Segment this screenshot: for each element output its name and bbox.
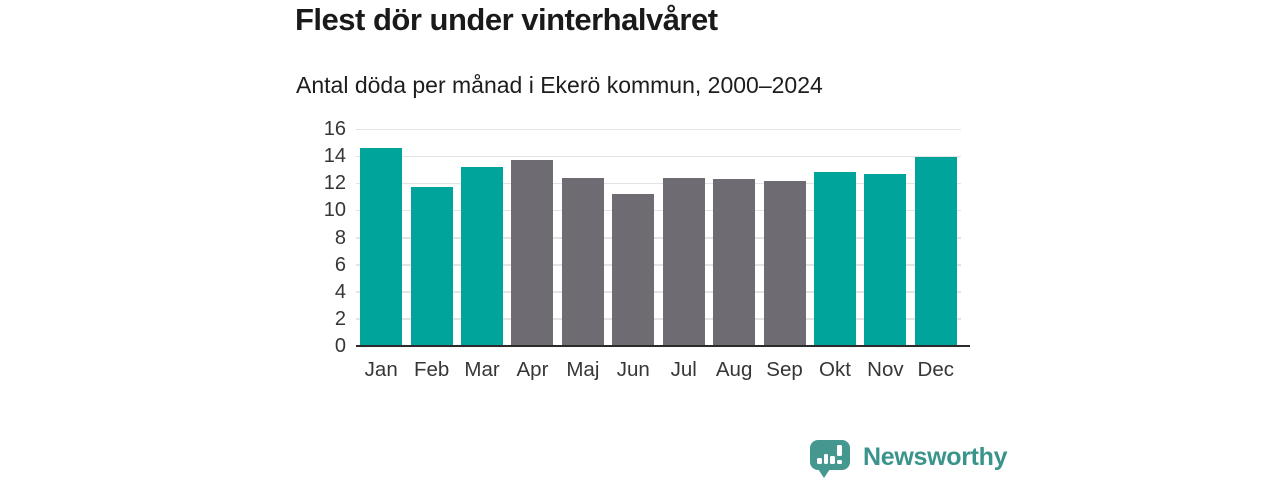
grid-line bbox=[356, 318, 961, 320]
x-tick-label: Maj bbox=[566, 358, 600, 381]
y-tick-label: 14 bbox=[323, 145, 346, 168]
bar-jul bbox=[662, 177, 705, 346]
grid-line bbox=[356, 237, 961, 239]
x-tick-label: Jul bbox=[670, 358, 697, 381]
bar-jun bbox=[612, 194, 655, 346]
speech-bubble-tail bbox=[818, 469, 830, 478]
grid-line bbox=[356, 182, 961, 185]
x-tick-label: Mar bbox=[464, 358, 500, 381]
bar-aug bbox=[713, 179, 756, 346]
logo-bar-1 bbox=[817, 457, 822, 464]
y-tick-label: 2 bbox=[334, 307, 346, 330]
x-tick-label: Okt bbox=[819, 358, 851, 381]
x-axis: Jan Feb Mar Apr Maj Jun Jul Aug Sep Okt Nov Dec bbox=[356, 358, 961, 388]
y-tick-label: 6 bbox=[334, 253, 346, 276]
grid-line bbox=[356, 128, 961, 130]
grid-line bbox=[356, 291, 961, 293]
logo-bar-3 bbox=[830, 456, 835, 464]
y-axis: 0 2 4 6 8 10 12 14 16 bbox=[280, 118, 346, 357]
y-tick-label: 4 bbox=[334, 280, 346, 303]
bar-nov bbox=[864, 173, 907, 346]
y-tick-label: 8 bbox=[334, 226, 346, 249]
y-tick-label: 12 bbox=[323, 172, 346, 195]
brand-name: Newsworthy bbox=[863, 443, 1008, 471]
y-tick-label: 0 bbox=[334, 335, 346, 357]
newsworthy-logo-icon bbox=[810, 440, 850, 478]
bar-maj bbox=[561, 177, 604, 346]
x-tick-label: Nov bbox=[867, 358, 904, 381]
bar-dec bbox=[914, 157, 957, 346]
x-axis-line bbox=[356, 344, 970, 347]
grid-line bbox=[356, 209, 961, 212]
x-tick-label: Jun bbox=[616, 358, 650, 381]
y-tick-label: 10 bbox=[323, 199, 346, 222]
bar-mar bbox=[461, 166, 504, 346]
brand-link[interactable]: Newsworthy bbox=[810, 440, 1008, 478]
grid-line bbox=[356, 264, 961, 266]
plot-area bbox=[356, 128, 961, 346]
bar-jan bbox=[360, 148, 403, 346]
bar-feb bbox=[410, 187, 453, 346]
logo-exclamation-dot bbox=[837, 459, 842, 464]
x-tick-label: Sep bbox=[766, 358, 803, 381]
x-tick-label: Apr bbox=[516, 358, 549, 381]
x-tick-label: Jan bbox=[364, 358, 398, 381]
x-tick-label: Aug bbox=[715, 358, 753, 381]
logo-bar-2 bbox=[823, 454, 828, 464]
y-tick-label: 16 bbox=[323, 118, 346, 140]
logo-exclamation-stem bbox=[837, 445, 842, 456]
x-tick-label: Dec bbox=[917, 358, 955, 381]
x-tick-label: Feb bbox=[413, 358, 450, 381]
chart-subtitle: Antal döda per månad i Ekerö kommun, 200… bbox=[296, 72, 823, 98]
speech-bubble-shape bbox=[810, 440, 850, 470]
bar-sep bbox=[763, 180, 806, 346]
grid-line bbox=[356, 155, 961, 158]
bar-apr bbox=[511, 160, 554, 346]
bar-okt bbox=[813, 172, 856, 346]
chart-title: Flest dör under vinterhalvåret bbox=[295, 2, 718, 37]
